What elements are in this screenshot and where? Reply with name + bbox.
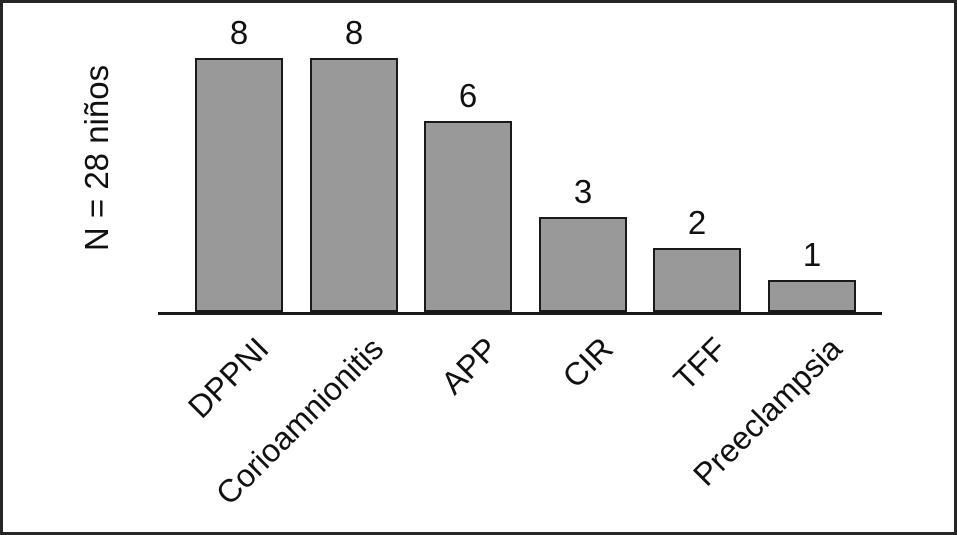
bar-value-label: 3 (573, 173, 593, 210)
bar-value-label: 6 (458, 77, 478, 114)
bar-value-label: 2 (687, 204, 707, 241)
plot-area: 8 8 6 3 2 1 (158, 16, 882, 315)
bar (195, 58, 283, 312)
bar-value-label: 8 (229, 14, 249, 51)
bar (768, 280, 856, 312)
bar (424, 121, 512, 312)
x-tick-label: TFF (666, 330, 734, 398)
y-axis-label-text: N = 28 niños (78, 64, 115, 252)
x-axis-labels: DPPNI Corioamnionitis APP CIR TFF Preeclampsi… (158, 315, 882, 525)
bar (539, 217, 627, 312)
x-tick-label: APP (434, 330, 505, 402)
x-tick-label: CIR (555, 330, 620, 395)
bar-value-label: 1 (802, 236, 822, 273)
x-tick-label: DPPNI (181, 330, 276, 425)
bar-value-label: 8 (344, 14, 364, 51)
bar (653, 248, 741, 312)
bar (310, 58, 398, 312)
